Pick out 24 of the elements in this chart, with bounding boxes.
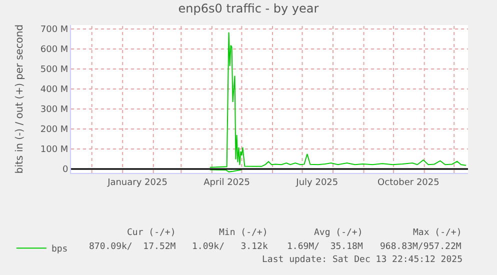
x-tick-label: April 2025 bbox=[204, 178, 250, 188]
text: 1.09k/ 3.12k bbox=[192, 242, 268, 252]
x-tick-label: July 2025 bbox=[295, 178, 338, 188]
chart-title: enp6s0 traffic - by year bbox=[178, 2, 319, 16]
x-tick-label: October 2025 bbox=[378, 178, 440, 188]
legend-label: bps bbox=[51, 244, 68, 255]
text: 870.09k/ 17.52M bbox=[89, 242, 176, 252]
y-tick-label: 100 M bbox=[40, 145, 68, 156]
y-tick-label: 700 M bbox=[40, 25, 68, 36]
text: 968.83M/957.22M bbox=[380, 242, 462, 252]
y-tick-label: 600 M bbox=[40, 45, 68, 56]
y-tick-label: 400 M bbox=[40, 85, 68, 96]
x-tick-label: January 2025 bbox=[106, 178, 168, 188]
y-tick-label: 500 M bbox=[40, 65, 68, 76]
text: Last update: Sat Dec 13 22:45:12 2025 bbox=[262, 255, 462, 265]
y-tick-label: 0 bbox=[62, 165, 68, 176]
y-axis-title: bits in (-) / out (+) per second bbox=[14, 24, 26, 174]
text: Min (-/+) bbox=[219, 228, 268, 238]
text: Cur (-/+) bbox=[127, 228, 176, 238]
y-tick-label: 200 M bbox=[40, 125, 68, 136]
y-tick-label: 300 M bbox=[40, 105, 68, 116]
text: Avg (-/+) bbox=[314, 228, 363, 238]
text: Max (-/+) bbox=[413, 228, 462, 238]
text: 1.69M/ 35.18M bbox=[287, 242, 364, 252]
